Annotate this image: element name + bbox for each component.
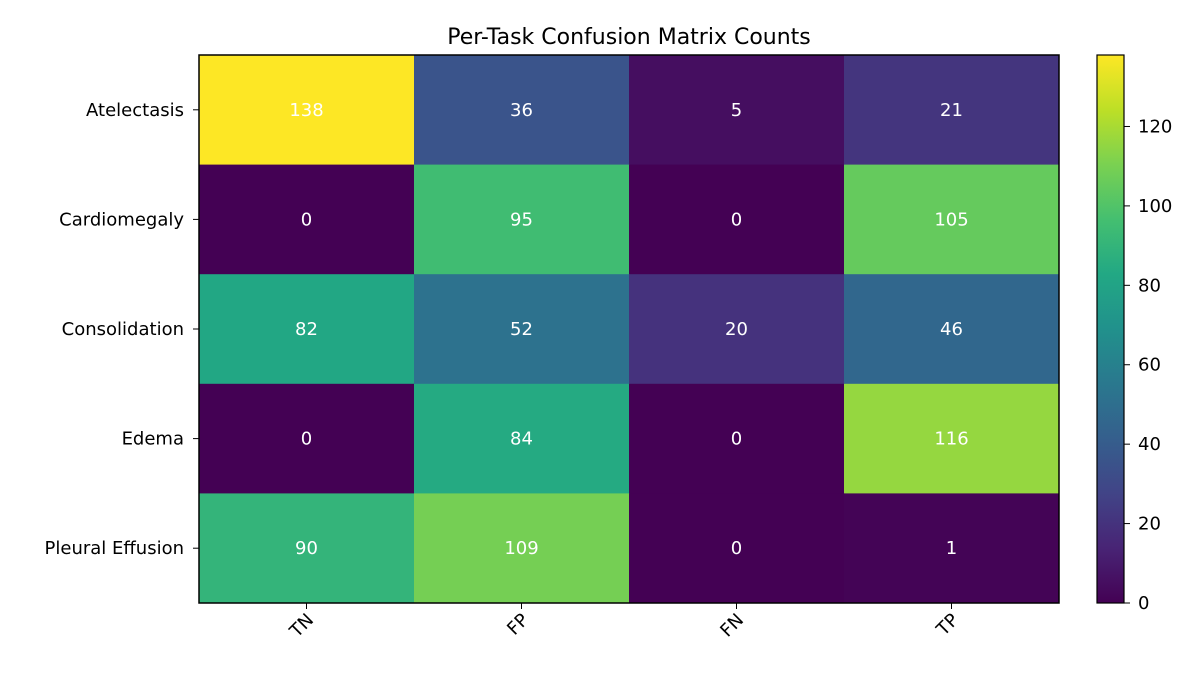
heatmap-cell <box>414 164 630 275</box>
cell-value-label: 0 <box>731 538 742 559</box>
colorbar-tick-label: 40 <box>1138 434 1161 455</box>
heatmap-cell <box>414 274 630 385</box>
heatmap-cell <box>844 383 1060 494</box>
heatmap-cell <box>629 274 845 385</box>
cell-value-label: 84 <box>510 429 533 450</box>
heatmap-cell <box>844 274 1060 385</box>
cell-value-label: 0 <box>301 209 312 230</box>
cell-value-label: 90 <box>295 538 318 559</box>
cell-value-label: 20 <box>725 319 748 340</box>
heatmap-cell <box>199 55 415 166</box>
cell-value-label: 0 <box>731 209 742 230</box>
heatmap-cell-labels: 138 36 5 21 0 95 0 105 82 52 20 46 0 84 0 116 90 109 0 1 <box>289 100 968 559</box>
colorbar-tick-label: 20 <box>1138 514 1161 535</box>
colorbar-tick-label: 120 <box>1138 116 1172 137</box>
heatmap-cell <box>199 274 415 385</box>
column-label: TP <box>932 610 963 641</box>
column-tick-labels: TN FP FN TP <box>285 603 963 643</box>
colorbar: 0 20 40 60 80 100 120 <box>1096 54 1172 614</box>
heatmap-cell <box>629 55 845 166</box>
cell-value-label: 52 <box>510 319 533 340</box>
chart-title: Per-Task Confusion Matrix Counts <box>447 25 811 50</box>
cell-value-label: 5 <box>731 100 742 121</box>
cell-value-label: 0 <box>731 429 742 450</box>
row-label: Consolidation <box>62 319 184 340</box>
cell-value-label: 21 <box>940 100 963 121</box>
row-label: Edema <box>122 429 184 450</box>
heatmap-cells <box>199 55 1060 604</box>
heatmap-cell <box>199 493 415 604</box>
heatmap-cell <box>414 383 630 494</box>
heatmap-cell <box>199 164 415 275</box>
row-label: Atelectasis <box>86 100 184 121</box>
heatmap-cell <box>414 493 630 604</box>
row-tick-labels: Atelectasis Cardiomegaly Consolidation Edem… <box>45 100 199 559</box>
cell-value-label: 82 <box>295 319 318 340</box>
cell-value-label: 46 <box>940 319 963 340</box>
cell-value-label: 105 <box>934 209 968 230</box>
heatmap-cell <box>844 164 1060 275</box>
colorbar-tick-label: 0 <box>1138 593 1149 614</box>
colorbar-tick-label: 100 <box>1138 196 1172 217</box>
colorbar-gradient <box>1096 54 1125 604</box>
colorbar-tick-label: 60 <box>1138 355 1161 376</box>
heatmap-cell <box>629 493 845 604</box>
column-label: TN <box>285 610 318 643</box>
column-label: FP <box>503 610 533 640</box>
cell-value-label: 109 <box>504 538 538 559</box>
heatmap-cell <box>199 383 415 494</box>
cell-value-label: 36 <box>510 100 533 121</box>
column-label: FN <box>716 610 748 642</box>
heatmap-cell <box>844 55 1060 166</box>
row-label: Cardiomegaly <box>59 209 184 230</box>
colorbar-tick-label: 80 <box>1138 275 1161 296</box>
row-label: Pleural Effusion <box>45 538 184 559</box>
heatmap-cell <box>414 55 630 166</box>
cell-value-label: 95 <box>510 209 533 230</box>
heatmap-cell <box>629 383 845 494</box>
cell-value-label: 1 <box>946 538 957 559</box>
heatmap-cell <box>629 164 845 275</box>
heatmap-cell <box>844 493 1060 604</box>
cell-value-label: 116 <box>934 429 968 450</box>
cell-value-label: 0 <box>301 429 312 450</box>
cell-value-label: 138 <box>289 100 323 121</box>
